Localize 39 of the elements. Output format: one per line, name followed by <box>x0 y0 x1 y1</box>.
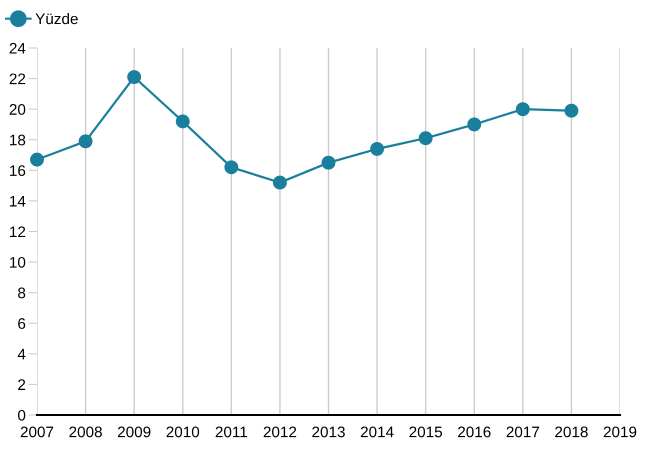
y-tick-label: 12 <box>10 226 26 238</box>
y-tick-label: 24 <box>10 42 26 54</box>
point <box>516 102 530 116</box>
x-tick-label: 2008 <box>69 426 102 438</box>
y-tick-label: 14 <box>10 196 26 206</box>
point <box>322 156 336 170</box>
y-tick-label: 8 <box>18 288 26 298</box>
y-tick-label: 16 <box>10 165 26 176</box>
x-tick-label: 2019 <box>604 426 636 438</box>
point <box>272 176 287 190</box>
x-tick-label: 2015 <box>409 426 442 438</box>
x-tick-label: 2014 <box>360 426 394 438</box>
y-tick-label: 2 <box>18 379 26 390</box>
point <box>564 104 578 118</box>
x-tick-label: 2018 <box>555 426 588 438</box>
point <box>30 152 44 167</box>
y-tick-label: 18 <box>10 134 26 146</box>
x-tick-label: 2017 <box>506 426 540 438</box>
x-tick-label: 2013 <box>312 426 345 438</box>
y-tick-label: 20 <box>10 104 26 115</box>
legend-label: Yüzde <box>35 12 78 24</box>
x-tick-label: 2012 <box>264 426 296 438</box>
y-tick-label: 0 <box>18 410 26 421</box>
x-tick-label: 2016 <box>458 426 491 438</box>
point <box>418 131 433 146</box>
y-tick-label: 10 <box>10 256 26 268</box>
y-tick-label: 6 <box>18 318 26 329</box>
y-tick-label: 22 <box>10 73 26 84</box>
x-tick-label: 2010 <box>166 426 200 438</box>
point <box>127 70 142 84</box>
point <box>176 114 190 128</box>
point <box>467 118 482 132</box>
point <box>78 134 93 148</box>
x-tick-label: 2011 <box>216 426 248 438</box>
y-tick-label: 4 <box>18 348 26 360</box>
point <box>370 142 384 156</box>
x-tick-label: 2007 <box>20 426 54 438</box>
point <box>224 160 238 174</box>
x-tick-label: 2009 <box>118 426 150 438</box>
